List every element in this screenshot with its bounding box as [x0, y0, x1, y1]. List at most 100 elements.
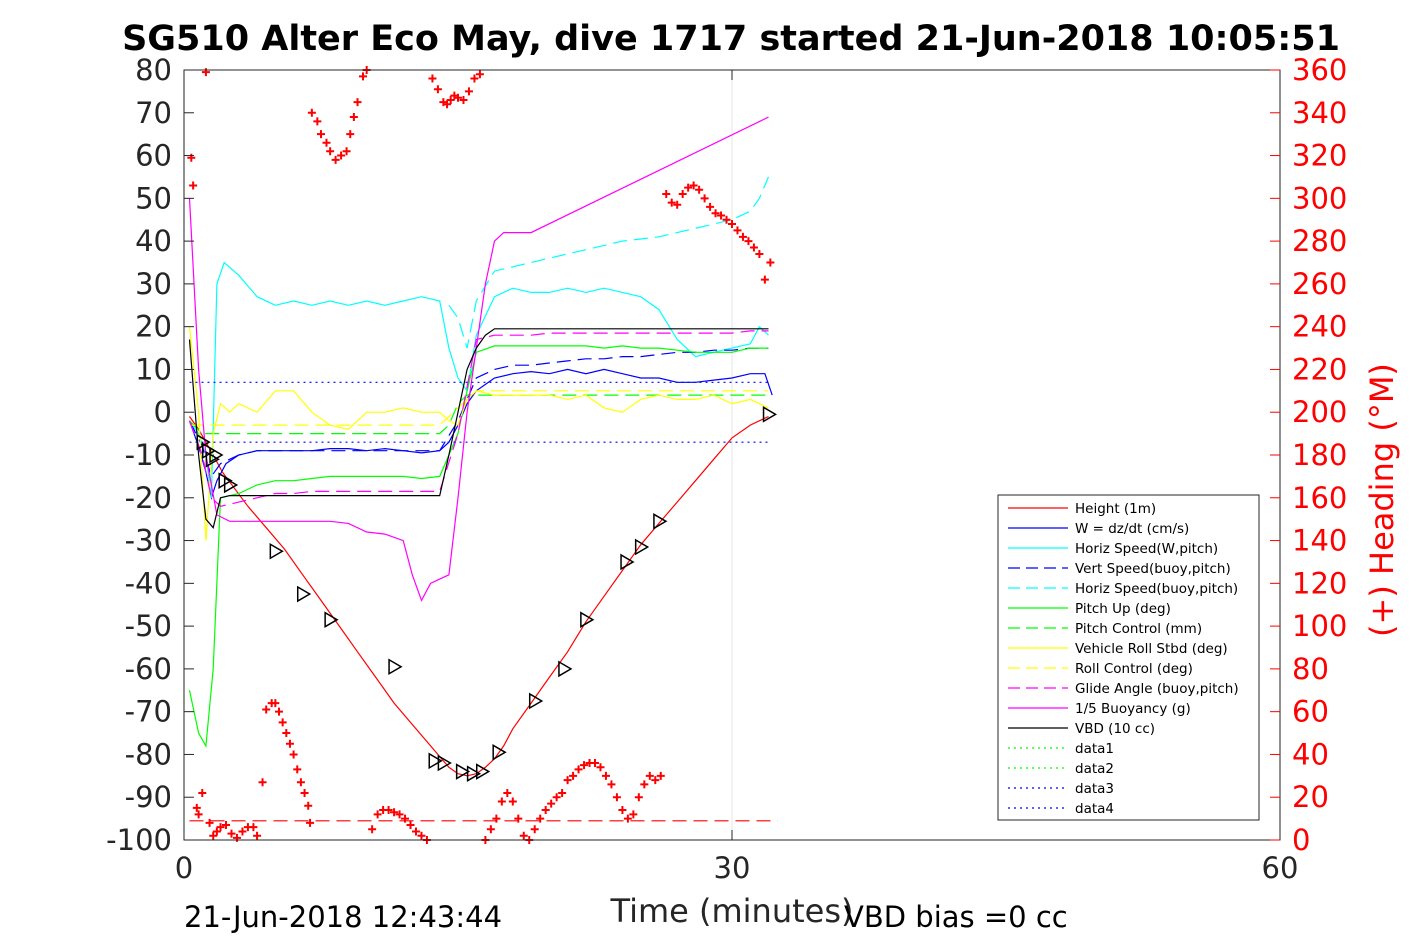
heading-point: [541, 806, 550, 815]
heading-point: [503, 788, 512, 797]
heading-point: [645, 771, 654, 780]
heading-point: [766, 258, 775, 267]
triangle-marker: [437, 754, 452, 772]
y-tick-label: 40: [135, 224, 172, 258]
series-line-roll-control-deg: [189, 390, 769, 426]
heading-point: [306, 818, 315, 827]
heading-point: [514, 814, 523, 823]
y-tick-label: -30: [125, 524, 172, 558]
y-tick-labels-right: 3603403203002802602402202001801601401201…: [1292, 53, 1347, 857]
heading-point: [201, 68, 210, 77]
heading-point: [209, 831, 218, 840]
legend-label: data4: [1075, 801, 1114, 817]
triangle-marker: [269, 542, 284, 560]
y-right-tick-label: 140: [1292, 524, 1347, 558]
y-right-tick-label: 340: [1292, 96, 1347, 130]
y-right-tick-label: 260: [1292, 267, 1347, 301]
triangle-marker: [492, 743, 507, 761]
heading-point: [293, 765, 302, 774]
heading-point: [623, 814, 632, 823]
heading-point: [536, 814, 545, 823]
y-tick-label: 0: [154, 395, 172, 429]
triangle-marker: [296, 585, 312, 603]
heading-point: [317, 130, 325, 139]
series-line-horiz-speed-w-pitch: [189, 261, 769, 498]
heading-point: [574, 765, 583, 774]
y-tick-label: -70: [125, 695, 172, 729]
heading-point: [612, 793, 621, 802]
legend-label: data1: [1075, 741, 1114, 757]
heading-point: [238, 827, 247, 836]
triangle-marker: [209, 446, 224, 464]
triangle-marker: [455, 763, 471, 780]
heading-point: [656, 771, 665, 780]
legend-item-horiz-speed-buoy-pitch: Horiz Speed(buoy,pitch): [1008, 581, 1238, 597]
y-right-tick-label: 100: [1292, 609, 1347, 643]
heading-point: [205, 818, 214, 827]
legend-item-vert-speed-buoy-pitch: Vert Speed(buoy,pitch): [1008, 561, 1231, 577]
heading-point: [618, 806, 627, 815]
heading-point: [454, 93, 462, 102]
heading-point: [530, 825, 539, 834]
x-axis-label: Time (minutes): [610, 892, 854, 930]
legend-label: Horiz Speed(buoy,pitch): [1075, 581, 1238, 597]
heading-point: [368, 825, 377, 834]
heading-point: [464, 87, 473, 96]
heading-point: [326, 147, 335, 156]
heading-point: [216, 823, 225, 832]
y-tick-label: 80: [135, 53, 172, 87]
triangle-marker: [428, 752, 443, 770]
heading-point: [717, 211, 726, 220]
y-right-tick-label: 240: [1292, 310, 1347, 344]
heading-point: [253, 831, 262, 840]
legend-label: W = dz/dt (cm/s): [1075, 521, 1189, 537]
legend-label: Pitch Up (deg): [1075, 601, 1171, 617]
heading-point: [689, 181, 698, 190]
heading-point: [346, 130, 355, 139]
y-tick-label: -20: [125, 481, 172, 515]
series-line-vehicle-roll-stbd-deg: [188, 326, 769, 541]
y-right-tick-label: 180: [1292, 438, 1347, 472]
legend-item-pitch-up-deg: Pitch Up (deg): [1008, 601, 1171, 617]
heading-point: [274, 707, 283, 716]
heading-point: [640, 780, 649, 789]
heading-point: [722, 215, 731, 224]
triangle-marker: [653, 512, 668, 530]
heading-point: [189, 181, 198, 190]
heading-point: [607, 780, 616, 789]
tick-marks: [183, 69, 1281, 841]
heading-point: [353, 98, 362, 107]
legend-item-height-1m: Height (1m): [1008, 501, 1156, 517]
y-tick-label: -90: [125, 780, 172, 814]
legend-item-glide-angle-buoy-pitch: Glide Angle (buoy,pitch): [1008, 681, 1239, 697]
legend-label: Vehicle Roll Stbd (deg): [1075, 641, 1228, 657]
heading-point: [232, 833, 241, 842]
y-tick-label: -50: [125, 609, 172, 643]
y-right-tick-label: 0: [1292, 823, 1310, 857]
y-tick-label: 70: [135, 96, 172, 130]
triangle-marker: [762, 406, 778, 423]
y-right-tick-label: 300: [1292, 181, 1347, 215]
heading-point: [258, 778, 267, 787]
heading-point: [744, 237, 753, 246]
heading-point: [212, 827, 221, 836]
x-tick-label: 30: [714, 851, 751, 885]
heading-point: [519, 831, 528, 840]
y-tick-label: 20: [135, 310, 172, 344]
heading-point: [249, 823, 258, 832]
heading-point: [331, 155, 340, 164]
heading-point: [733, 226, 742, 235]
triangle-marker: [620, 553, 635, 571]
heading-point: [601, 771, 610, 780]
y-right-tick-label: 60: [1292, 695, 1329, 729]
heading-point: [278, 718, 287, 727]
footer-timestamp: 21-Jun-2018 12:43:44: [184, 900, 502, 934]
heading-point: [711, 209, 720, 218]
triangle-marker: [324, 611, 339, 629]
heading-point: [667, 198, 676, 207]
legend-item-vbd-10-cc: VBD (10 cc): [1008, 721, 1155, 737]
heading-point: [443, 100, 452, 109]
heading-point: [198, 788, 207, 797]
legend-label: 1/5 Buoyancy (g): [1075, 701, 1191, 717]
